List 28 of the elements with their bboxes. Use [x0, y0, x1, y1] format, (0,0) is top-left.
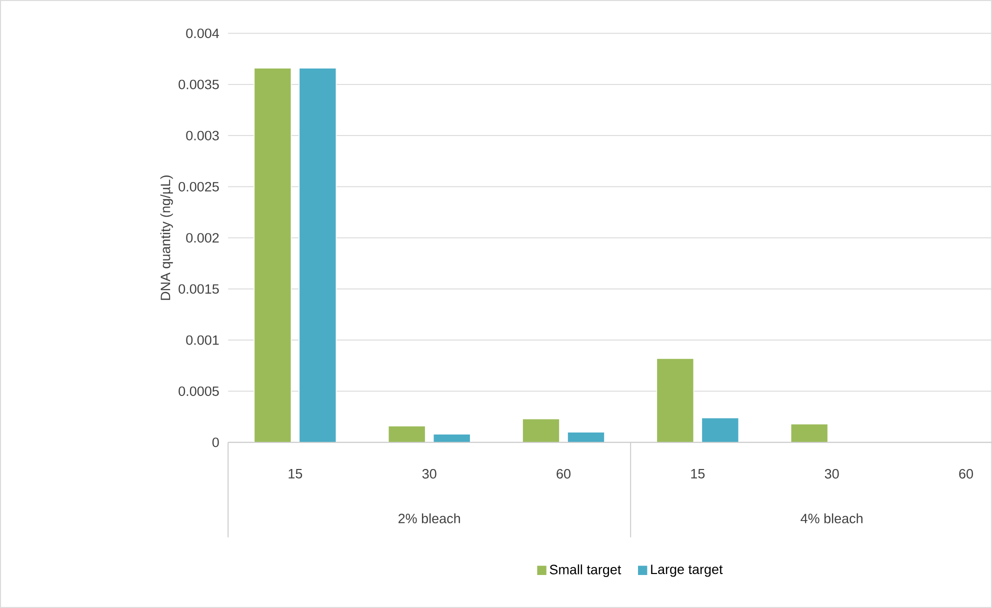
x-tick-label: 15 [691, 469, 705, 478]
y-tick-label: 0.0035 [178, 80, 219, 90]
y-tick-label: 0 [212, 438, 219, 448]
x-tick-label: 15 [288, 469, 302, 478]
bar [388, 426, 426, 443]
y-tick-label: 0.001 [186, 335, 219, 345]
legend-label: Large target [651, 564, 723, 577]
bar [298, 68, 337, 443]
legend-label: Small target [550, 564, 622, 578]
y-tick-label: 0.0015 [178, 284, 219, 294]
bar [522, 418, 560, 443]
bar [701, 417, 740, 443]
bar [254, 68, 292, 443]
y-tick-label: 0.004 [186, 28, 219, 38]
text: 4% bleach [800, 513, 862, 524]
x-tick-label: 30 [824, 469, 839, 479]
text: 2% bleach [398, 513, 460, 524]
y-tick-label: 0.002 [186, 233, 219, 243]
y-tick-label: 0.003 [186, 130, 219, 140]
x-tick-label: 30 [422, 469, 436, 479]
bar [656, 358, 694, 443]
bar [790, 424, 828, 443]
y-tick-label: 0.0005 [178, 386, 219, 396]
bar [567, 432, 605, 443]
x-tick-label: 60 [959, 469, 973, 479]
y-tick-label: 0.0025 [178, 182, 219, 192]
x-tick-label: 60 [556, 469, 570, 479]
y-axis-title: DNA quantity (ng/µL) [160, 176, 173, 300]
